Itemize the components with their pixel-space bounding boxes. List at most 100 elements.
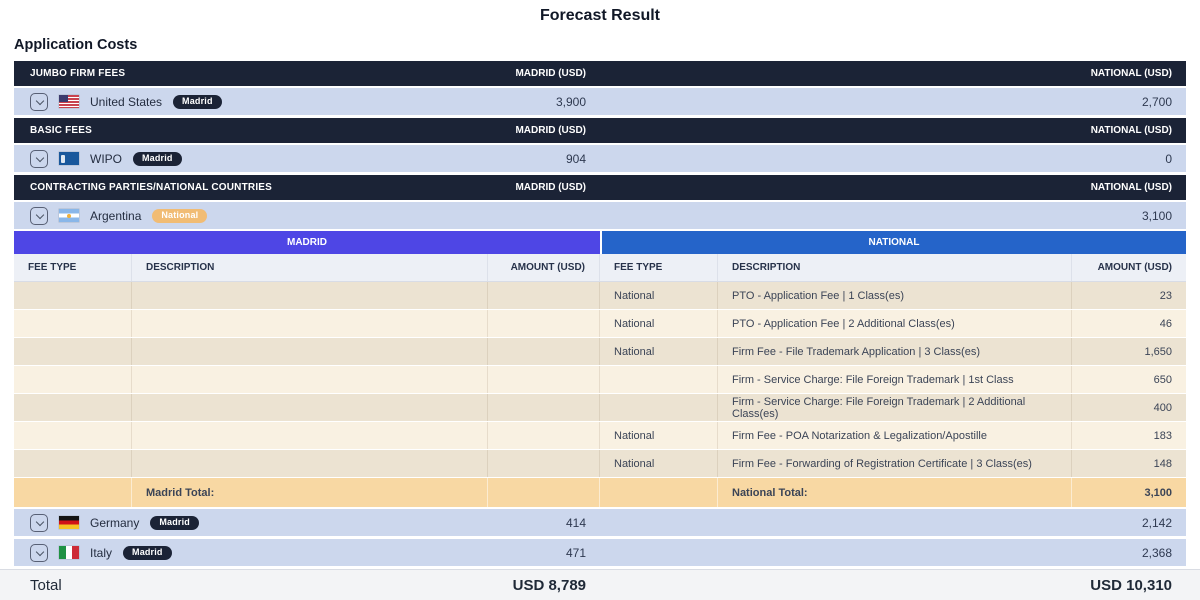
country-name: United States	[90, 94, 163, 109]
us-flag-icon	[59, 95, 79, 108]
fee-row: Firm - Service Charge: File Foreign Trad…	[14, 366, 1186, 394]
empty-cell	[600, 478, 718, 507]
madrid-description	[132, 394, 488, 421]
expand-toggle-button[interactable]	[30, 92, 48, 111]
madrid-total-label: Madrid Total:	[132, 478, 488, 507]
fee-row: National Firm Fee - POA Notarization & L…	[14, 422, 1186, 450]
row-identity: United States Madrid	[14, 88, 488, 115]
madrid-fee-type	[14, 450, 132, 477]
national-amount: 0	[1165, 151, 1172, 166]
madrid-description	[132, 366, 488, 393]
national-total-label: National Total:	[718, 478, 1072, 507]
expand-toggle-button[interactable]	[30, 513, 48, 532]
column-header-madrid: MADRID (USD)	[515, 182, 586, 193]
section-header-basic-fees: BASIC FEES MADRID (USD) NATIONAL (USD)	[14, 118, 1186, 143]
national-amount: 3,100	[1141, 208, 1172, 223]
national-amount: 23	[1072, 282, 1186, 309]
total-national-amount: USD 10,310	[1090, 576, 1172, 594]
national-description: PTO - Application Fee | 2 Additional Cla…	[718, 310, 1072, 337]
national-amount: 148	[1072, 450, 1186, 477]
madrid-description	[132, 422, 488, 449]
fee-row: National Firm Fee - Forwarding of Regist…	[14, 450, 1186, 478]
row-identity: Italy Madrid	[14, 539, 488, 566]
national-fee-type: National	[600, 450, 718, 477]
madrid-amount: 471	[565, 545, 586, 560]
breakdown-group-headers: MADRID NATIONAL	[14, 231, 1186, 254]
madrid-fee-type	[14, 310, 132, 337]
national-description: Firm Fee - Forwarding of Registration Ce…	[718, 450, 1072, 477]
madrid-amount	[488, 202, 600, 229]
national-amount: 400	[1072, 394, 1186, 421]
madrid-amount	[488, 338, 600, 365]
total-madrid-amount: USD 8,789	[512, 576, 586, 594]
national-amount: 2,142	[1141, 515, 1172, 530]
country-name: Germany	[90, 515, 140, 530]
national-fee-type: National	[600, 338, 718, 365]
section-header-jumbo-firm-fees: JUMBO FIRM FEES MADRID (USD) NATIONAL (U…	[14, 61, 1186, 86]
national-amount: 183	[1072, 422, 1186, 449]
national-amount: 1,650	[1072, 338, 1186, 365]
section-title-application-costs: Application Costs	[14, 37, 138, 53]
grand-total-bar: Total USD 8,789 USD 10,310	[0, 569, 1200, 600]
national-fee-type	[600, 394, 718, 421]
madrid-description	[132, 310, 488, 337]
argentina-flag-icon	[59, 209, 79, 222]
national-description: PTO - Application Fee | 1 Class(es)	[718, 282, 1072, 309]
madrid-description	[132, 282, 488, 309]
section-header-contracting-parties: CONTRACTING PARTIES/NATIONAL COUNTRIES M…	[14, 175, 1186, 200]
national-fee-type: National	[600, 282, 718, 309]
fee-type-header: FEE TYPE	[600, 254, 718, 281]
row-united-states: United States Madrid 3,900 2,700	[14, 88, 1186, 115]
amount-header: AMOUNT (USD)	[488, 254, 600, 281]
column-header-national: NATIONAL (USD)	[1090, 182, 1172, 193]
national-badge: National	[152, 208, 208, 223]
row-italy: Italy Madrid 471 2,368	[14, 539, 1186, 566]
column-header-national: NATIONAL (USD)	[1090, 68, 1172, 79]
national-description: Firm Fee - File Trademark Application | …	[718, 338, 1072, 365]
madrid-badge: Madrid	[173, 94, 222, 109]
madrid-amount	[488, 450, 600, 477]
national-fee-type: National	[600, 422, 718, 449]
fee-row: National PTO - Application Fee | 1 Class…	[14, 282, 1186, 310]
column-header-madrid: MADRID (USD)	[515, 125, 586, 136]
description-header: DESCRIPTION	[132, 254, 488, 281]
row-argentina: Argentina National 3,100	[14, 202, 1186, 229]
fee-row: National PTO - Application Fee | 2 Addit…	[14, 310, 1186, 338]
national-description: Firm - Service Charge: File Foreign Trad…	[718, 366, 1072, 393]
country-name: Argentina	[90, 208, 142, 223]
national-total-amount: 3,100	[1072, 478, 1186, 507]
germany-flag-icon	[59, 516, 79, 529]
application-costs-table: JUMBO FIRM FEES MADRID (USD) NATIONAL (U…	[14, 61, 1186, 566]
national-description: Firm - Service Charge: File Foreign Trad…	[718, 394, 1072, 421]
expand-toggle-button[interactable]	[30, 149, 48, 168]
column-header-madrid: MADRID (USD)	[515, 68, 586, 79]
madrid-amount	[488, 422, 600, 449]
collapse-toggle-button[interactable]	[30, 206, 48, 225]
national-fee-type	[600, 366, 718, 393]
madrid-fee-type	[14, 282, 132, 309]
madrid-badge: Madrid	[133, 151, 182, 166]
empty-cell	[14, 478, 132, 507]
column-header-national: NATIONAL (USD)	[1090, 125, 1172, 136]
row-wipo: WIPO Madrid 904 0	[14, 145, 1186, 172]
country-name: Italy	[90, 545, 113, 560]
national-amount: 650	[1072, 366, 1186, 393]
madrid-fee-type	[14, 422, 132, 449]
madrid-amount	[488, 310, 600, 337]
madrid-badge: Madrid	[150, 515, 199, 530]
row-identity: Argentina National	[14, 202, 488, 229]
row-identity: WIPO Madrid	[14, 145, 488, 172]
organization-name: WIPO	[90, 151, 122, 166]
italy-flag-icon	[59, 546, 79, 559]
section-label: JUMBO FIRM FEES	[30, 68, 126, 79]
section-label: CONTRACTING PARTIES/NATIONAL COUNTRIES	[30, 182, 273, 193]
madrid-amount	[488, 366, 600, 393]
national-amount: 2,700	[1141, 94, 1172, 109]
madrid-description	[132, 338, 488, 365]
wipo-flag-icon	[59, 152, 79, 165]
row-germany: Germany Madrid 414 2,142	[14, 509, 1186, 536]
expand-toggle-button[interactable]	[30, 543, 48, 562]
national-group-header: NATIONAL	[600, 231, 1186, 254]
description-header: DESCRIPTION	[718, 254, 1072, 281]
page-title: Forecast Result	[539, 7, 661, 24]
